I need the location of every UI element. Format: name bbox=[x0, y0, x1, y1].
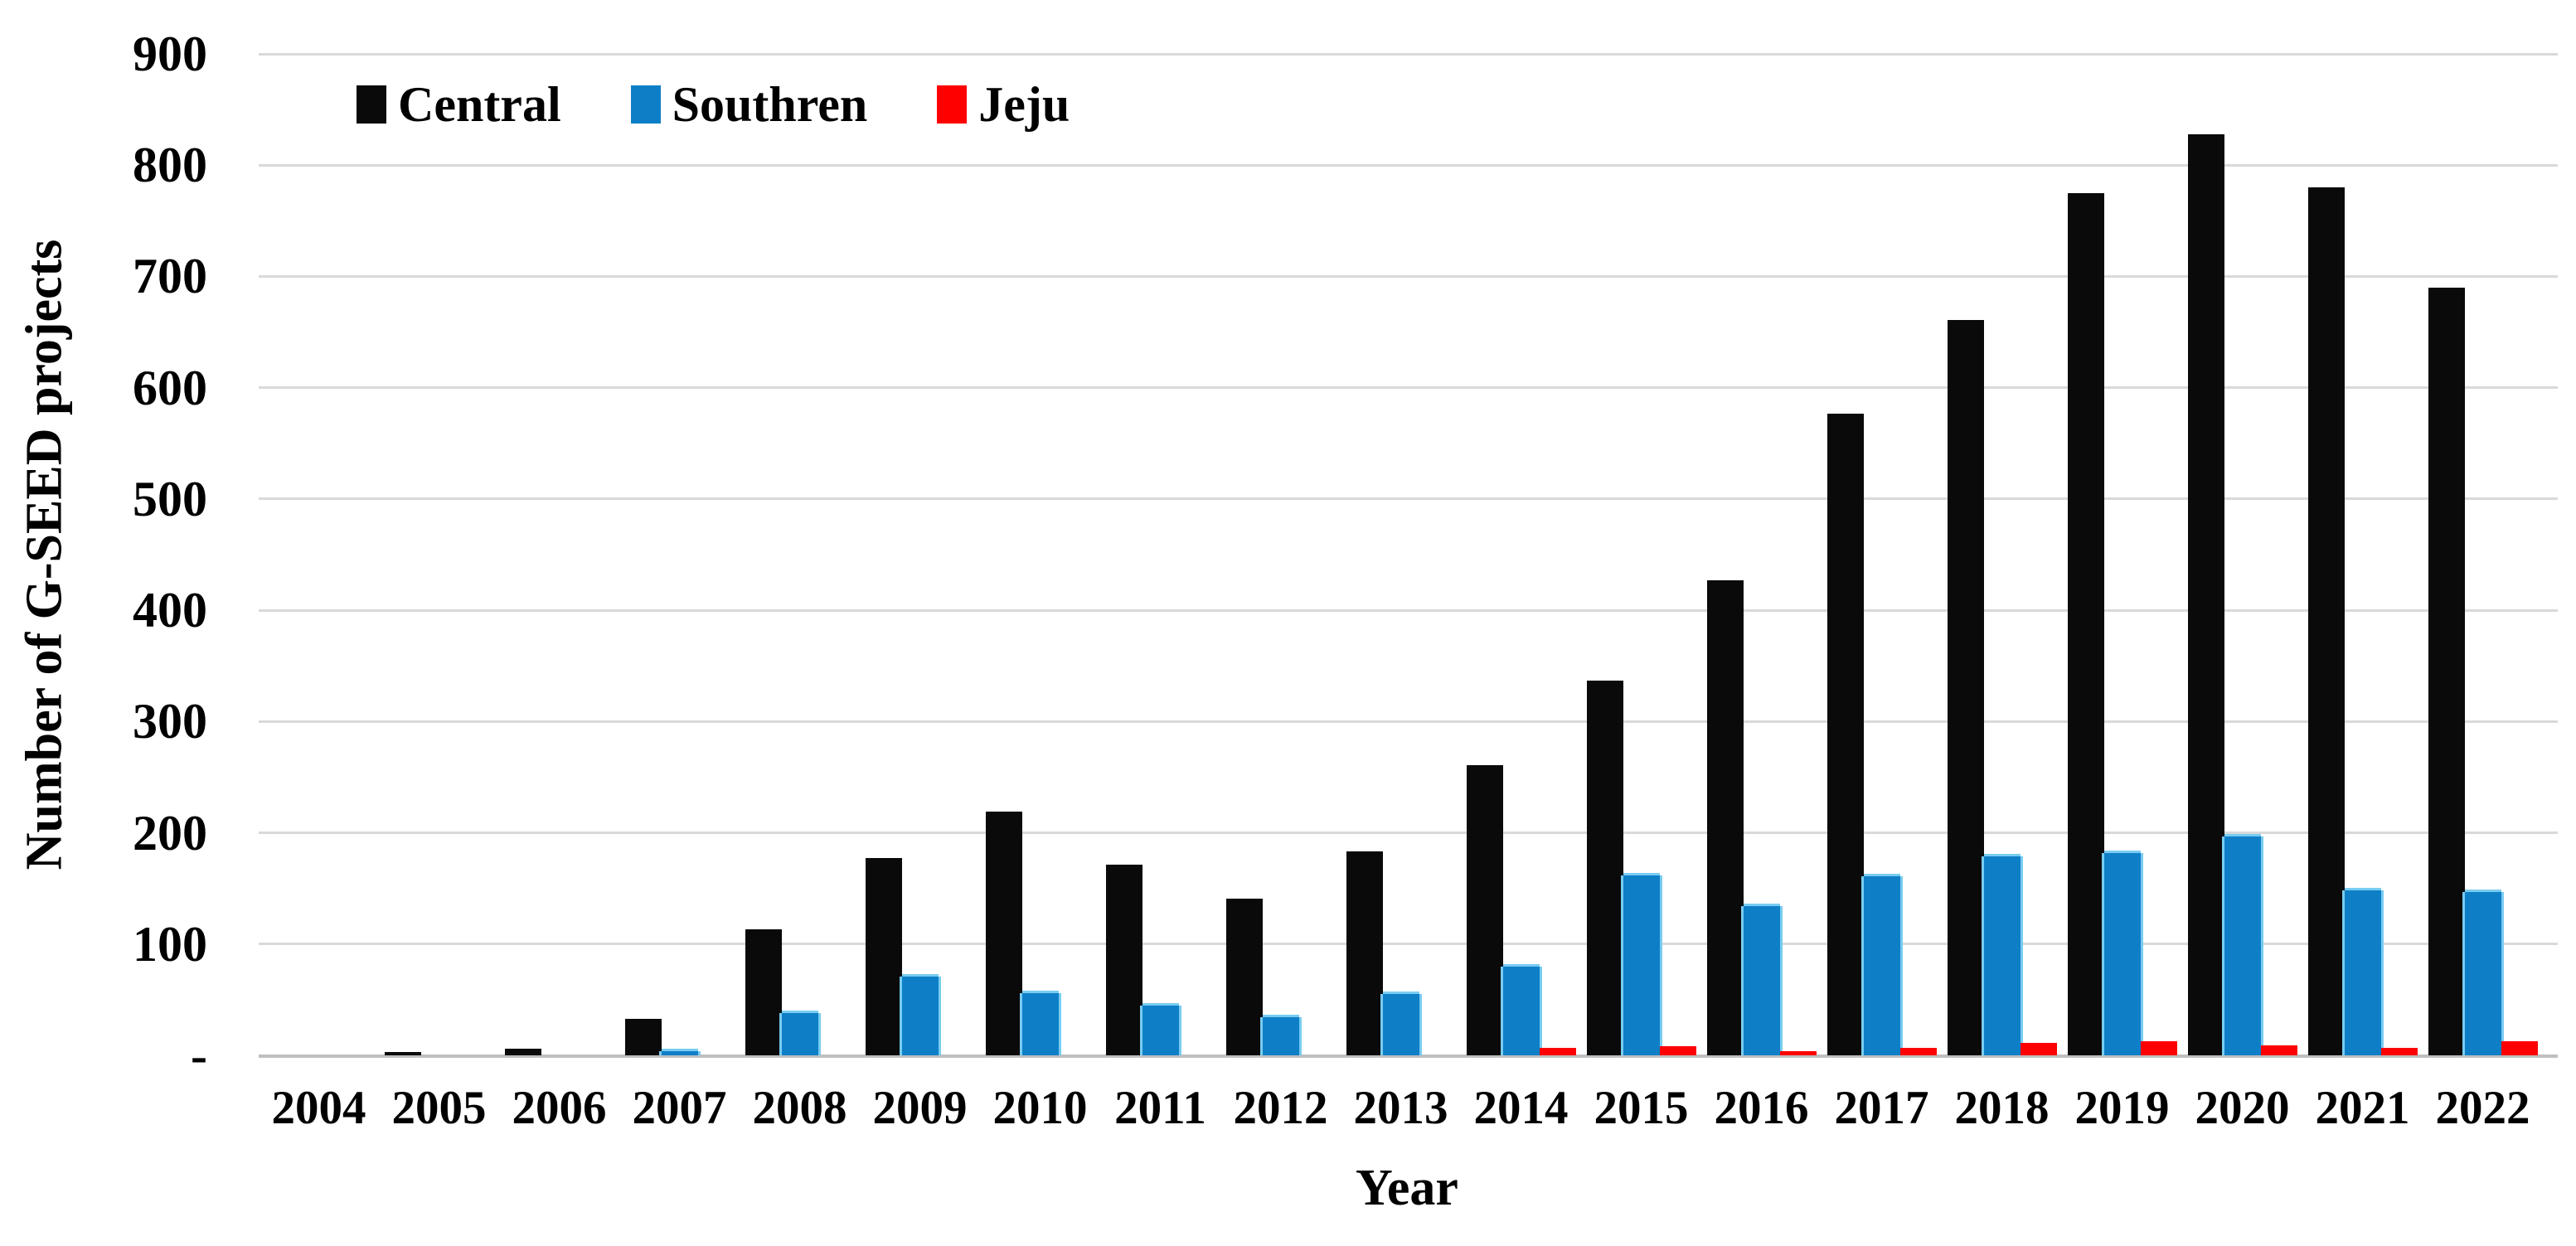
x-tick-label-2015: 2015 bbox=[1594, 1082, 1689, 1134]
y-axis-title-text: Number of G-SEED projects bbox=[16, 239, 73, 870]
x-axis-baseline bbox=[259, 1054, 2558, 1058]
legend-label-southren: Southren bbox=[672, 77, 868, 132]
bar-jeju-2022 bbox=[2501, 1040, 2538, 1055]
x-tick-label-2010: 2010 bbox=[992, 1082, 1088, 1134]
central-swatch-icon bbox=[357, 85, 386, 124]
x-tick-label-2022: 2022 bbox=[2435, 1082, 2530, 1134]
jeju-swatch-icon bbox=[937, 85, 968, 124]
y-tick-label-0: - bbox=[191, 1028, 207, 1083]
bar-central-2018 bbox=[1947, 319, 1984, 1055]
bar-southren-2011 bbox=[1142, 1005, 1179, 1055]
y-tick-label-900: 900 bbox=[133, 27, 207, 81]
x-tick-label-2012: 2012 bbox=[1233, 1082, 1328, 1134]
bar-jeju-2021 bbox=[2380, 1047, 2418, 1055]
x-axis-title: Year bbox=[1356, 1160, 1458, 1216]
y-axis-title: Number of G-SEED projects bbox=[16, 240, 75, 870]
legend-item-central: Central bbox=[357, 80, 561, 129]
bar-jeju-2017 bbox=[1899, 1047, 1937, 1055]
legend: Central Southren Jeju bbox=[357, 80, 1139, 129]
bar-southren-2020 bbox=[2224, 836, 2261, 1055]
bar-central-2020 bbox=[2187, 133, 2224, 1055]
bar-southren-2007 bbox=[661, 1050, 698, 1055]
y-tick-label-800: 800 bbox=[133, 138, 207, 193]
x-tick-label-2017: 2017 bbox=[1834, 1082, 1929, 1134]
gridline-y200 bbox=[259, 831, 2558, 835]
bar-southren-2017 bbox=[1863, 875, 1900, 1055]
gridline-y100 bbox=[259, 943, 2558, 946]
bar-jeju-2014 bbox=[1539, 1047, 1576, 1055]
bar-southren-2015 bbox=[1623, 875, 1660, 1055]
y-tick-label-400: 400 bbox=[133, 583, 207, 638]
bar-central-2013 bbox=[1346, 851, 1383, 1055]
x-tick-label-2005: 2005 bbox=[391, 1082, 487, 1134]
legend-item-southren: Southren bbox=[630, 77, 868, 132]
bar-jeju-2015 bbox=[1659, 1046, 1696, 1055]
bar-jeju-2020 bbox=[2260, 1045, 2297, 1055]
bar-jeju-2019 bbox=[2140, 1040, 2177, 1055]
bar-central-2007 bbox=[624, 1018, 662, 1055]
x-tick-label-2021: 2021 bbox=[2315, 1082, 2410, 1134]
bar-southren-2013 bbox=[1382, 994, 1419, 1055]
bar-jeju-2016 bbox=[1779, 1050, 1817, 1055]
x-tick-label-2008: 2008 bbox=[752, 1082, 847, 1134]
legend-item-jeju: Jeju bbox=[937, 80, 1070, 129]
bar-southren-2010 bbox=[1021, 992, 1059, 1055]
bar-central-2008 bbox=[745, 929, 782, 1055]
gridline-y800 bbox=[259, 163, 2558, 167]
bar-central-2009 bbox=[865, 858, 902, 1055]
gridline-y600 bbox=[259, 386, 2558, 390]
y-tick-label-600: 600 bbox=[133, 360, 207, 415]
x-tick-label-2013: 2013 bbox=[1353, 1082, 1448, 1134]
bar-southren-2008 bbox=[781, 1012, 818, 1055]
bar-central-2006 bbox=[504, 1048, 541, 1055]
y-tick-label-200: 200 bbox=[133, 805, 207, 861]
bar-central-2010 bbox=[985, 812, 1022, 1055]
gridline-y300 bbox=[259, 720, 2558, 723]
bar-southren-2009 bbox=[901, 976, 939, 1055]
y-tick-label-300: 300 bbox=[133, 694, 207, 749]
x-tick-label-2004: 2004 bbox=[271, 1082, 366, 1134]
gridline-y900 bbox=[259, 52, 2558, 56]
bar-central-2016 bbox=[1706, 579, 1744, 1055]
x-tick-label-2016: 2016 bbox=[1714, 1082, 1809, 1134]
bar-jeju-2018 bbox=[2020, 1043, 2057, 1055]
y-tick-label-700: 700 bbox=[133, 249, 207, 304]
bar-central-2017 bbox=[1826, 413, 1864, 1055]
bar-central-2005 bbox=[384, 1051, 421, 1055]
bar-central-2014 bbox=[1466, 764, 1503, 1055]
bar-central-2015 bbox=[1586, 680, 1623, 1055]
gridline-y700 bbox=[259, 274, 2558, 278]
bar-southren-2014 bbox=[1502, 966, 1540, 1055]
gridline-y400 bbox=[259, 608, 2558, 612]
x-tick-label-2009: 2009 bbox=[872, 1082, 968, 1134]
legend-label-central: Central bbox=[398, 77, 561, 132]
bar-southren-2019 bbox=[2103, 852, 2141, 1055]
bar-central-2019 bbox=[2067, 192, 2104, 1055]
x-tick-label-2006: 2006 bbox=[512, 1082, 607, 1134]
bar-southren-2021 bbox=[2344, 890, 2381, 1055]
y-tick-label-100: 100 bbox=[133, 916, 207, 972]
x-tick-label-2007: 2007 bbox=[632, 1082, 727, 1134]
bar-southren-2016 bbox=[1743, 906, 1780, 1055]
gridline-y500 bbox=[259, 497, 2558, 501]
legend-label-jeju: Jeju bbox=[978, 77, 1070, 132]
x-tick-label-2020: 2020 bbox=[2195, 1082, 2290, 1134]
bar-central-2011 bbox=[1105, 865, 1142, 1055]
bar-southren-2018 bbox=[1983, 856, 2021, 1055]
bar-southren-2012 bbox=[1262, 1017, 1299, 1055]
southren-swatch-icon bbox=[630, 85, 661, 124]
x-tick-label-2014: 2014 bbox=[1473, 1082, 1569, 1134]
x-tick-label-2019: 2019 bbox=[2074, 1082, 2170, 1134]
bar-central-2012 bbox=[1225, 898, 1263, 1055]
bar-southren-2022 bbox=[2464, 891, 2501, 1055]
bar-central-2022 bbox=[2428, 287, 2465, 1055]
y-tick-label-500: 500 bbox=[133, 471, 207, 526]
x-tick-label-2018: 2018 bbox=[1954, 1082, 2050, 1134]
bar-central-2021 bbox=[2307, 187, 2345, 1055]
x-tick-label-2011: 2011 bbox=[1114, 1082, 1206, 1134]
